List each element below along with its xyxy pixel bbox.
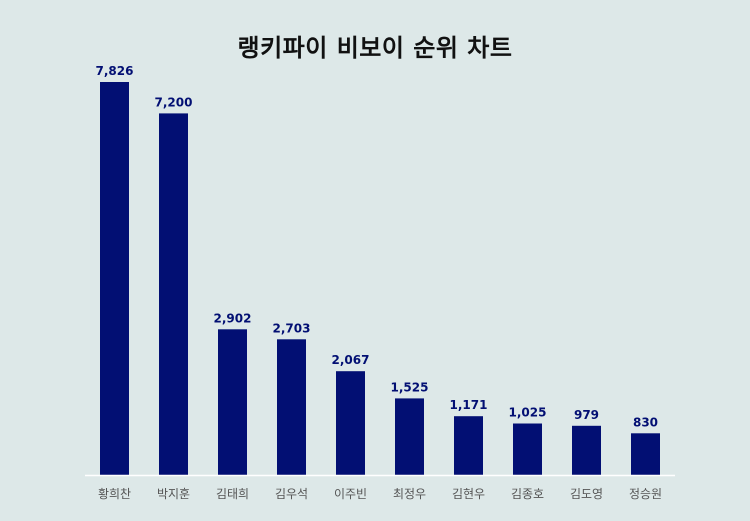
bar-3 bbox=[218, 329, 247, 475]
value-label-4: 2,703 bbox=[273, 321, 311, 335]
bar-4 bbox=[277, 339, 306, 475]
bars-group bbox=[100, 82, 660, 476]
value-label-2: 7,200 bbox=[155, 95, 193, 109]
value-label-6: 1,525 bbox=[391, 380, 429, 394]
bar-7 bbox=[454, 416, 483, 475]
bar-8 bbox=[513, 423, 542, 475]
bar-6 bbox=[395, 398, 424, 475]
category-label-9: 김도영 bbox=[570, 487, 603, 501]
category-label-3: 김태희 bbox=[216, 487, 249, 501]
category-labels-group: 황희찬 박지훈 김태희 김우석 이주빈 최정우 김현우 김종호 김도영 정승원 bbox=[98, 486, 662, 501]
value-label-3: 2,902 bbox=[214, 311, 252, 325]
chart-title: 랭키파이 비보이 순위 차트 bbox=[237, 34, 513, 62]
bar-9 bbox=[572, 425, 601, 475]
value-label-9: 979 bbox=[574, 408, 599, 422]
value-label-7: 1,171 bbox=[450, 398, 488, 412]
bar-2 bbox=[159, 113, 188, 476]
bar-1 bbox=[100, 82, 129, 475]
category-label-1: 황희찬 bbox=[98, 486, 131, 501]
value-labels-group: 7,826 7,200 2,902 2,703 2,067 1,525 1,171 1,025… bbox=[96, 64, 659, 429]
category-label-6: 최정우 bbox=[393, 487, 426, 501]
category-label-10: 정승원 bbox=[629, 487, 662, 501]
value-label-1: 7,826 bbox=[96, 64, 134, 78]
category-label-5: 이주빈 bbox=[334, 487, 367, 501]
bar-10 bbox=[631, 433, 660, 475]
bar-5 bbox=[336, 371, 365, 475]
category-label-7: 김현우 bbox=[452, 487, 485, 501]
value-label-10: 830 bbox=[633, 415, 658, 429]
category-label-8: 김종호 bbox=[511, 487, 544, 501]
value-label-5: 2,067 bbox=[332, 353, 370, 367]
category-label-4: 김우석 bbox=[275, 487, 308, 501]
value-label-8: 1,025 bbox=[509, 406, 547, 420]
category-label-2: 박지훈 bbox=[157, 487, 190, 501]
